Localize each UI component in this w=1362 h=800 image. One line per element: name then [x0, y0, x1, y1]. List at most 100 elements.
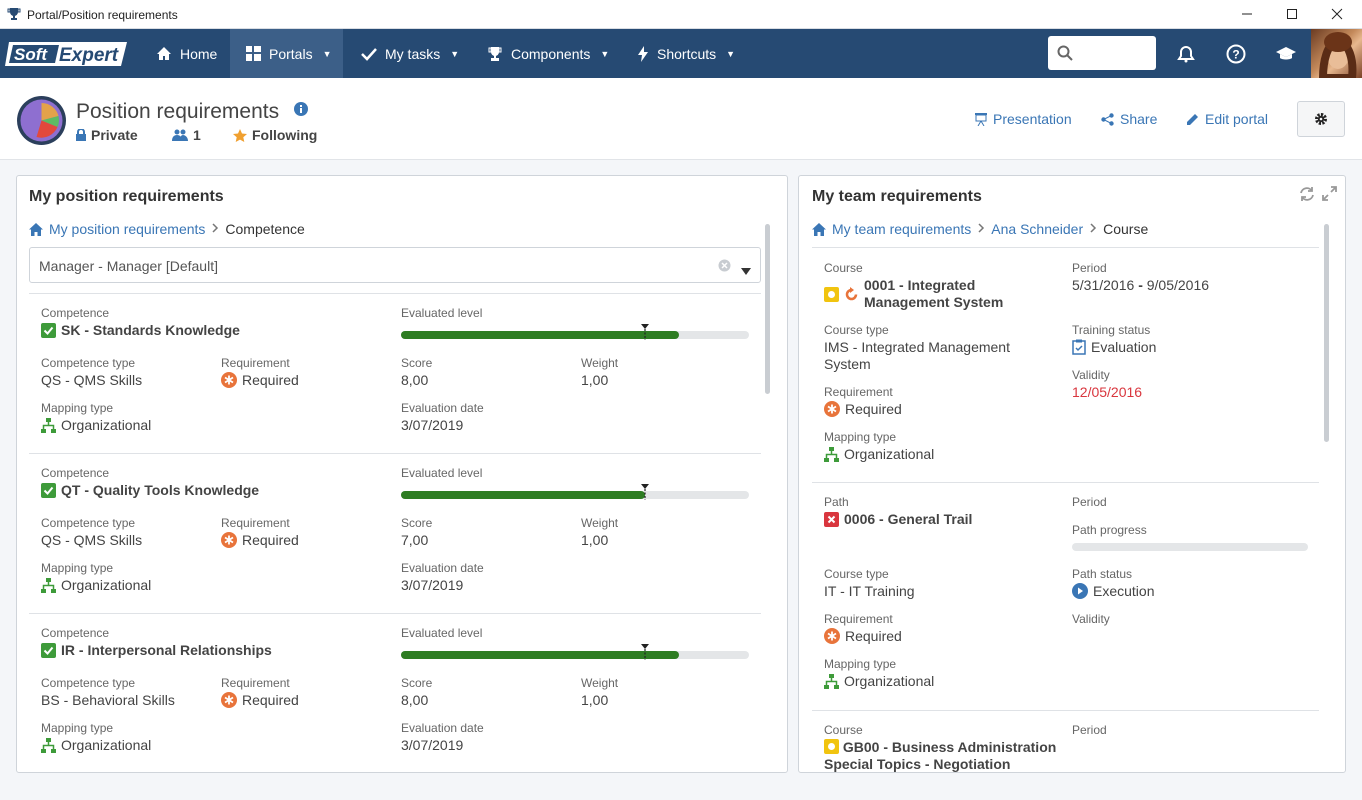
expand-icon[interactable]: [1322, 186, 1337, 204]
share-link[interactable]: Share: [1101, 111, 1157, 127]
breadcrumb-person[interactable]: Ana Schneider: [991, 221, 1084, 237]
evaluation-date: 3/07/2019: [401, 417, 464, 433]
nav-home-label: Home: [180, 45, 218, 62]
check-icon: [361, 47, 377, 61]
learning-button[interactable]: [1266, 29, 1306, 78]
presentation-label: Presentation: [993, 111, 1072, 127]
edit-portal-link[interactable]: Edit portal: [1186, 111, 1268, 127]
refresh-icon[interactable]: [1299, 186, 1315, 205]
maximize-button[interactable]: [1279, 4, 1305, 24]
mapping-value: Organizational: [844, 446, 935, 462]
clear-icon[interactable]: [718, 259, 731, 275]
caret-down-icon: ▼: [450, 48, 460, 59]
caret-down-icon: ▼: [322, 48, 332, 59]
softexpert-logo[interactable]: Soft Expert: [5, 40, 131, 68]
evaluated-level-fill: [401, 331, 680, 339]
scrollbar[interactable]: [1324, 224, 1329, 442]
training-status-value: Evaluation: [1091, 339, 1157, 355]
position-select[interactable]: Manager - Manager [Default]: [29, 247, 761, 283]
members-count[interactable]: 1: [172, 127, 201, 143]
mapping-type: Organizational: [41, 417, 151, 433]
competence-card[interactable]: Competence SK - Standards Knowledge Eval…: [29, 294, 761, 454]
info-icon[interactable]: [294, 102, 308, 119]
label-requirement: Requirement: [221, 676, 290, 690]
caret-down-icon[interactable]: [741, 262, 751, 278]
dashboard-icon: [246, 46, 261, 61]
course-card[interactable]: Course GB00 - Business Administration Sp…: [824, 723, 1304, 772]
pending-status-icon: [824, 286, 839, 302]
minimize-button[interactable]: [1234, 4, 1260, 24]
user-avatar[interactable]: [1311, 29, 1362, 78]
following-toggle[interactable]: Following: [233, 127, 317, 143]
label-validity: Validity: [1072, 368, 1110, 382]
required-level-marker: [640, 324, 649, 343]
course-card[interactable]: Course 0001 - Integrated Management Syst…: [824, 261, 1304, 462]
label-mapping-type: Mapping type: [824, 430, 897, 444]
label-requirement: Requirement: [824, 385, 893, 399]
home-icon[interactable]: [29, 222, 43, 236]
gear-icon: [1314, 112, 1328, 126]
nav-components[interactable]: Components ▼: [471, 29, 625, 78]
course-name: 0001 - Integrated Management System: [824, 277, 1044, 311]
presentation-link[interactable]: Presentation: [975, 111, 1072, 127]
caret-down-icon: ▼: [600, 48, 610, 59]
score-value: 7,00: [401, 532, 429, 548]
competence-name: QT - Quality Tools Knowledge: [41, 482, 259, 498]
label-path-status: Path status: [1072, 567, 1133, 581]
nav-home[interactable]: Home: [140, 29, 233, 78]
path-card[interactable]: Path 0006 - General Trail Period Path pr…: [824, 495, 1308, 695]
svg-text:?: ?: [1232, 47, 1239, 61]
label-path-progress: Path progress: [1072, 523, 1147, 537]
trophy-icon: [487, 46, 503, 62]
mapping-type: Organizational: [41, 577, 151, 593]
label-validity: Validity: [1072, 612, 1110, 626]
divider: [29, 453, 761, 454]
label-requirement: Requirement: [221, 356, 290, 370]
mapping-type: Organizational: [824, 446, 934, 462]
play-circle-icon: [1072, 583, 1088, 599]
panel-title: My position requirements: [29, 188, 224, 205]
caret-down-icon: ▼: [726, 48, 736, 59]
competence-card[interactable]: Competence IR - Interpersonal Relationsh…: [29, 614, 761, 772]
nav-portals[interactable]: Portals ▼: [230, 29, 343, 78]
period-end: 9/05/2016: [1146, 277, 1210, 293]
label-mapping-type: Mapping type: [41, 721, 114, 735]
nav-shortcuts[interactable]: Shortcuts ▼: [621, 29, 751, 78]
breadcrumb-home[interactable]: My team requirements: [832, 221, 972, 237]
label-competence: Competence: [41, 466, 110, 480]
label-weight: Weight: [581, 356, 619, 370]
course-name: GB00 - Business Administration Special T…: [824, 739, 1064, 772]
page-title: Position requirements: [76, 100, 280, 123]
competence-type: QS - QMS Skills: [41, 372, 143, 388]
search-input[interactable]: [1048, 36, 1156, 70]
users-icon: [172, 129, 188, 141]
evaluated-level-fill: [401, 651, 680, 659]
pencil-icon: [1186, 113, 1199, 126]
competence-card[interactable]: Competence QT - Quality Tools Knowledge …: [29, 454, 761, 614]
required-level-marker: [640, 484, 649, 503]
settings-button[interactable]: [1297, 101, 1345, 137]
cancelled-status-icon: [824, 511, 839, 527]
requirement: Required: [221, 692, 299, 708]
breadcrumb-home[interactable]: My position requirements: [49, 221, 206, 237]
my-position-requirements-panel: My position requirements My position req…: [16, 175, 788, 773]
notifications-button[interactable]: [1166, 29, 1206, 78]
org-chart-icon: [41, 417, 56, 433]
panel-title: My team requirements: [812, 188, 982, 205]
portal-pie-icon: [17, 96, 66, 145]
label-competence: Competence: [41, 306, 110, 320]
weight-value: 1,00: [581, 692, 609, 708]
help-button[interactable]: ?: [1216, 29, 1256, 78]
home-icon[interactable]: [812, 222, 826, 236]
requirement: Required: [221, 532, 299, 548]
path-progress-bar: [1072, 543, 1308, 551]
my-team-requirements-panel: My team requirements My team requirement…: [798, 175, 1346, 773]
in-progress-icon: [844, 286, 859, 302]
nav-my-tasks[interactable]: My tasks ▼: [345, 29, 475, 78]
path-status-value: Execution: [1093, 583, 1155, 599]
org-chart-icon: [824, 673, 839, 689]
scrollbar[interactable]: [765, 224, 770, 394]
divider: [29, 293, 761, 294]
close-button[interactable]: [1324, 4, 1350, 24]
label-weight: Weight: [581, 676, 619, 690]
